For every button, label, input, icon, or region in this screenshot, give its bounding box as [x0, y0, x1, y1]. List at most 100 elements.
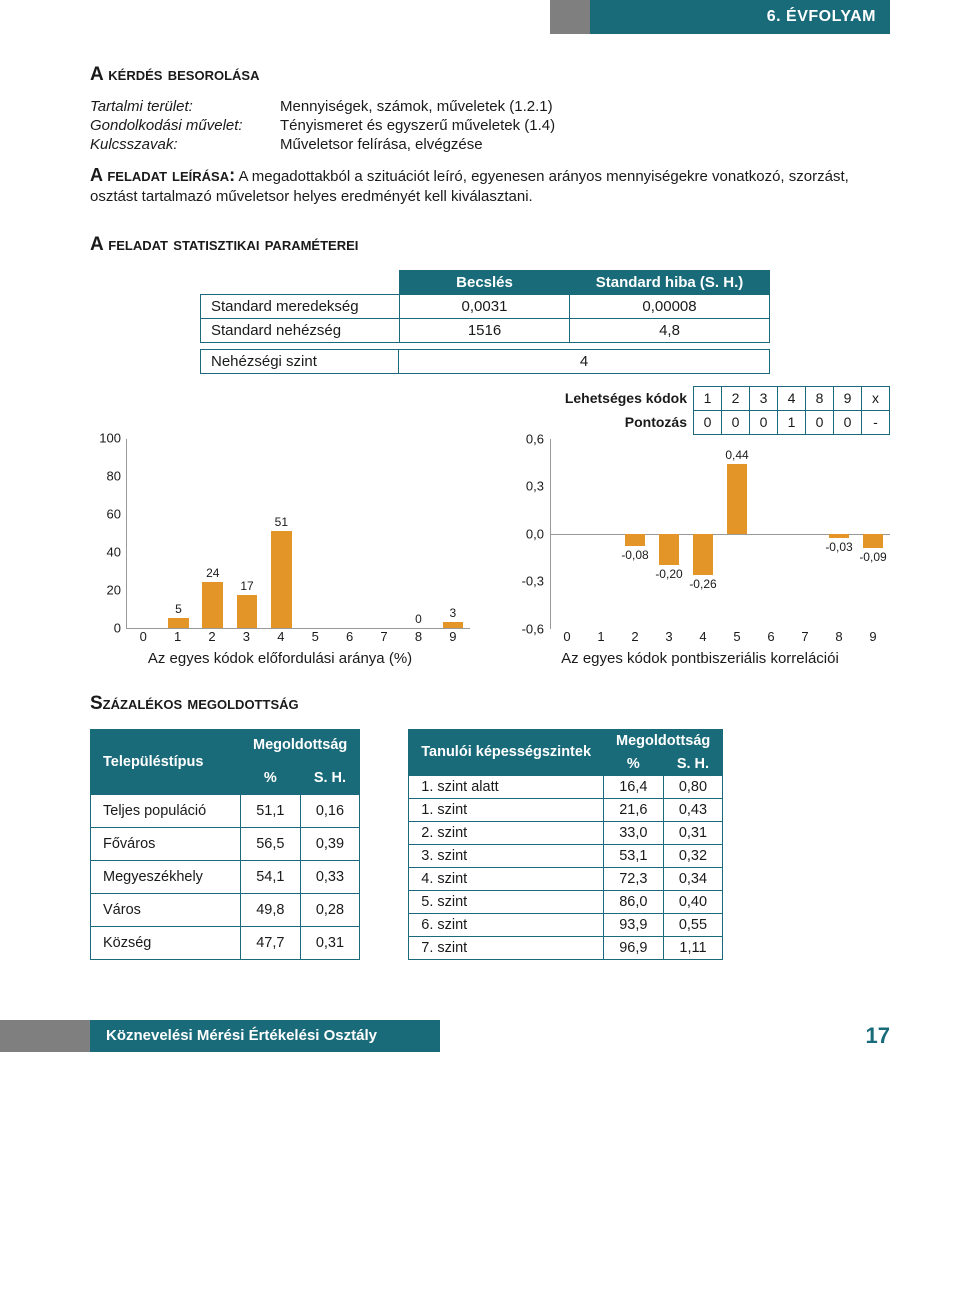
soln-row-pct: 33,0 [604, 821, 664, 844]
soln-row-label: 1. szint [409, 798, 604, 821]
chart-frequency: 020406080100524175103 0123456789 Az egye… [90, 439, 470, 667]
section-classification-title: A kérdés besorolása [90, 64, 890, 86]
chart-correlation-title: Az egyes kódok pontbiszeriális korreláci… [510, 650, 890, 667]
scores-label: Pontozás [564, 410, 694, 434]
x-tick: 5 [720, 629, 754, 644]
x-tick: 6 [332, 629, 366, 644]
stats-level-table: Nehézségi szint 4 [200, 349, 770, 374]
bar [271, 531, 292, 628]
soln-row-pct: 47,7 [241, 926, 301, 959]
soln-row-pct: 93,9 [604, 913, 664, 936]
corr-value-label: -0,20 [652, 567, 686, 581]
soln-row-label: 2. szint [409, 821, 604, 844]
chart-frequency-title: Az egyes kódok előfordulási aránya (%) [90, 650, 470, 667]
x-tick: 1 [160, 629, 194, 644]
soln-col-label: Településtípus [91, 729, 241, 795]
corr-value-label: -0,26 [686, 577, 720, 591]
soln-row-se: 0,43 [663, 798, 723, 821]
corr-bar [625, 534, 644, 547]
soln-row-label: 4. szint [409, 867, 604, 890]
stats-row-se: 4,8 [570, 318, 770, 342]
classification-value: Mennyiségek, számok, műveletek (1.2.1) [280, 98, 890, 115]
codes-table: Lehetséges kódok123489x Pontozás000100- [564, 386, 890, 435]
classification-label: Tartalmi terület: [90, 98, 280, 115]
code-cell: x [862, 386, 890, 410]
classification-value: Műveletsor felírása, elvégzése [280, 136, 890, 153]
soln-row-pct: 54,1 [241, 860, 301, 893]
soln-row-label: Megyeszékhely [91, 860, 241, 893]
soln-row-label: Főváros [91, 828, 241, 861]
stats-row-est: 0,0031 [400, 294, 570, 318]
stats-row-label: Standard meredekség [201, 294, 400, 318]
soln-row-label: 1. szint alatt [409, 775, 604, 798]
x-tick: 1 [584, 629, 618, 644]
x-tick: 9 [856, 629, 890, 644]
x-tick: 2 [195, 629, 229, 644]
code-cell: 3 [750, 386, 778, 410]
task-description: A feladat leírása: A megadottakból a szi… [90, 163, 890, 208]
bar-value-label: 5 [175, 602, 182, 616]
soln-row-label: 3. szint [409, 844, 604, 867]
chart-correlation: -0,6-0,30,00,30,6-0,08-0,20-0,260,44-0,0… [510, 439, 890, 667]
bar [168, 618, 189, 628]
x-tick: 9 [436, 629, 470, 644]
soln-row-se: 0,40 [663, 890, 723, 913]
corr-bar [693, 534, 712, 575]
stats-level-value: 4 [399, 349, 770, 373]
x-tick: 7 [367, 629, 401, 644]
soln-sub2: S. H. [300, 762, 360, 795]
soln-col-group: Megoldottság [241, 729, 360, 762]
soln-row-pct: 96,9 [604, 936, 664, 959]
corr-value-label: 0,44 [720, 448, 754, 462]
corr-value-label: -0,03 [822, 540, 856, 554]
section-stats-title: A feladat statisztikai paraméterei [90, 234, 890, 256]
bar-value-label: 17 [240, 579, 253, 593]
soln-row-se: 0,28 [300, 893, 360, 926]
x-tick: 8 [401, 629, 435, 644]
classification-value: Tényismeret és egyszerű műveletek (1.4) [280, 117, 890, 134]
score-cell: 0 [750, 410, 778, 434]
soln-row-se: 0,80 [663, 775, 723, 798]
stats-row-se: 0,00008 [570, 294, 770, 318]
footer-grey-block [0, 1020, 90, 1052]
soln-row-pct: 72,3 [604, 867, 664, 890]
score-cell: 1 [778, 410, 806, 434]
page-number: 17 [866, 1023, 890, 1049]
soln-row-label: Város [91, 893, 241, 926]
soln-row-label: Teljes populáció [91, 795, 241, 828]
soln-row-se: 0,31 [300, 926, 360, 959]
soln-row-se: 0,31 [663, 821, 723, 844]
bar [202, 582, 223, 628]
soln-row-se: 0,34 [663, 867, 723, 890]
classification-label: Gondolkodási művelet: [90, 117, 280, 134]
soln-sub2: S. H. [663, 752, 723, 775]
soln-row-se: 0,39 [300, 828, 360, 861]
corr-value-label: -0,08 [618, 548, 652, 562]
soln-col-label: Tanulói képességszintek [409, 729, 604, 775]
header-band: 6. ÉVFOLYAM [550, 0, 890, 34]
soln-row-pct: 16,4 [604, 775, 664, 798]
x-tick: 6 [754, 629, 788, 644]
bar-value-label: 24 [206, 566, 219, 580]
score-cell: 0 [694, 410, 722, 434]
section-solution-title: Százalékos megoldottság [90, 693, 890, 715]
bar-value-label: 0 [415, 612, 422, 626]
code-cell: 4 [778, 386, 806, 410]
corr-bar [863, 534, 882, 548]
soln-col-group: Megoldottság [604, 729, 723, 752]
corr-bar [727, 464, 746, 534]
x-tick: 4 [686, 629, 720, 644]
soln-row-pct: 53,1 [604, 844, 664, 867]
x-tick: 0 [550, 629, 584, 644]
x-tick: 3 [229, 629, 263, 644]
header-grey-block [550, 0, 590, 34]
bar-value-label: 3 [449, 606, 456, 620]
soln-row-label: Község [91, 926, 241, 959]
bar [237, 595, 258, 627]
code-cell: 8 [806, 386, 834, 410]
soln-sub1: % [604, 752, 664, 775]
soln-row-se: 0,55 [663, 913, 723, 936]
soln-row-pct: 51,1 [241, 795, 301, 828]
soln-row-pct: 49,8 [241, 893, 301, 926]
stats-row-est: 1516 [400, 318, 570, 342]
